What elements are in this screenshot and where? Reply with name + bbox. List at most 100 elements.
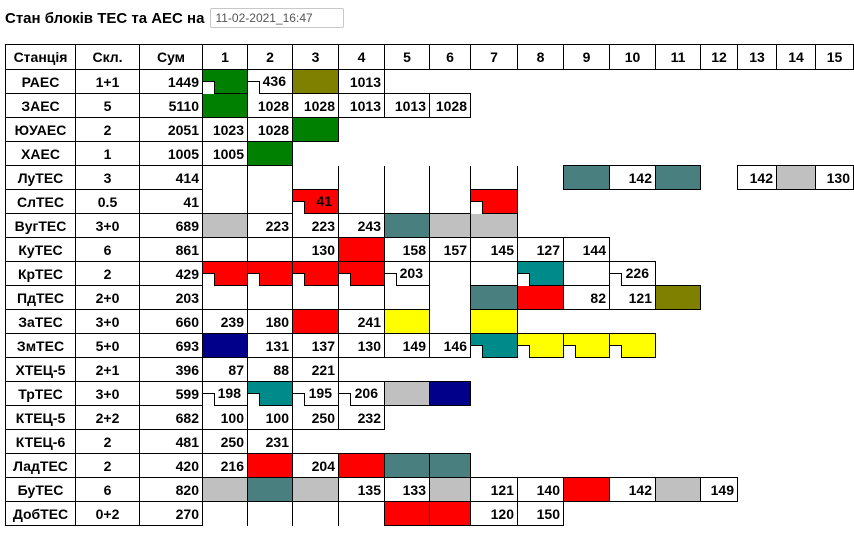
station-composition: 2 — [75, 261, 140, 286]
unit-cell — [517, 261, 564, 286]
empty-unit-cell — [338, 189, 385, 214]
unit-cell — [563, 477, 610, 502]
table-row: ЮУАЕС 2 2051 1023 1028 — [5, 117, 854, 142]
table-row: КТЕЦ-6 2 481 250 231 — [5, 429, 854, 454]
unit-marker-icon — [293, 393, 305, 406]
unit-cell: 145 — [470, 237, 518, 262]
empty-unit-cell — [202, 285, 248, 310]
unit-cell: 1028 — [247, 93, 293, 118]
unit-cell: 144 — [563, 237, 610, 262]
column-header: 4 — [338, 44, 385, 70]
unit-value: 198 — [217, 385, 241, 401]
unit-cell — [384, 453, 430, 478]
unit-cell — [202, 69, 248, 94]
empty-unit-cell — [429, 165, 471, 190]
unit-cell — [247, 381, 293, 406]
table-row: ХТЕЦ-5 2+1 396 87 88 221 — [5, 357, 854, 382]
station-name: БуТЕС — [5, 477, 76, 502]
table-row: ДобТЕС 0+2 270 120 150 — [5, 501, 854, 526]
unit-cell: 121 — [470, 477, 518, 502]
unit-cell: 223 — [292, 213, 339, 238]
unit-cell: 142 — [609, 477, 656, 502]
unit-cell — [429, 213, 471, 238]
station-sum: 660 — [139, 309, 203, 334]
station-name: КТЕЦ-5 — [5, 405, 76, 430]
unit-cell — [202, 213, 248, 238]
unit-cell: 243 — [338, 213, 385, 238]
unit-cell: 130 — [338, 333, 385, 358]
unit-marker-icon — [293, 201, 305, 214]
station-name: ЮУАЕС — [5, 117, 76, 142]
station-sum: 689 — [139, 213, 203, 238]
unit-marker-icon — [471, 345, 483, 358]
unit-marker-icon — [248, 273, 260, 286]
empty-unit-cell — [292, 285, 339, 310]
station-composition: 0+2 — [75, 501, 140, 526]
unit-cell: 1013 — [338, 69, 385, 94]
station-name: КуТЕС — [5, 237, 76, 262]
column-header: 7 — [470, 44, 518, 70]
unit-marker-icon — [293, 273, 305, 286]
unit-cell: 130 — [815, 165, 854, 190]
unit-cell — [384, 381, 430, 406]
unit-cell — [470, 213, 518, 238]
empty-unit-cell — [338, 501, 385, 526]
station-name: ЛуТЕС — [5, 165, 76, 190]
unit-marker-icon — [385, 273, 397, 286]
station-composition: 3+0 — [75, 381, 140, 406]
empty-unit-cell — [429, 261, 471, 286]
page-title: Стан блоків ТЕС та АЕС на — [5, 9, 205, 27]
empty-unit-cell — [470, 261, 518, 286]
unit-cell — [202, 333, 248, 358]
column-header: 2 — [247, 44, 293, 70]
station-sum: 41 — [139, 189, 203, 214]
station-composition: 1+1 — [75, 69, 140, 94]
unit-cell: 82 — [563, 285, 610, 310]
table-row: ТрТЕС 3+0 599 198 195 206 — [5, 381, 854, 406]
column-header: 10 — [609, 44, 656, 70]
unit-cell: 203 — [384, 261, 430, 286]
unit-cell — [338, 261, 385, 286]
station-composition: 0.5 — [75, 189, 140, 214]
unit-cell: 239 — [202, 309, 248, 334]
column-header: Станція — [5, 44, 76, 70]
station-composition: 2+0 — [75, 285, 140, 310]
column-header: Скл. — [75, 44, 140, 70]
units-status-table: Станція Скл. Сум 1 2 3 4 5 6 7 8 9 10 11 12 13 14 15 РАЕС… — [5, 44, 854, 526]
unit-cell — [429, 477, 471, 502]
empty-unit-cell — [247, 285, 293, 310]
empty-unit-cell — [247, 501, 293, 526]
empty-unit-cell — [247, 237, 293, 262]
empty-unit-cell — [202, 189, 248, 214]
station-sum: 861 — [139, 237, 203, 262]
unit-cell — [429, 453, 471, 478]
station-sum: 820 — [139, 477, 203, 502]
station-sum: 481 — [139, 429, 203, 454]
empty-unit-cell — [700, 165, 738, 190]
station-sum: 414 — [139, 165, 203, 190]
station-name: ВугТЕС — [5, 213, 76, 238]
unit-cell — [655, 477, 701, 502]
unit-cell — [247, 261, 293, 286]
unit-cell: 180 — [247, 309, 293, 334]
column-header: 1 — [202, 44, 248, 70]
unit-cell: 149 — [384, 333, 430, 358]
unit-cell — [517, 333, 564, 358]
station-sum: 429 — [139, 261, 203, 286]
empty-unit-cell — [517, 165, 564, 190]
empty-unit-cell — [202, 501, 248, 526]
unit-cell: 41 — [292, 189, 339, 214]
unit-cell — [429, 501, 471, 526]
station-composition: 2 — [75, 453, 140, 478]
station-composition: 6 — [75, 477, 140, 502]
station-name: КТЕЦ-6 — [5, 429, 76, 454]
unit-marker-icon — [564, 345, 576, 358]
empty-unit-cell — [384, 189, 430, 214]
unit-cell: 250 — [202, 429, 248, 454]
unit-value: 41 — [316, 193, 332, 209]
datetime-input[interactable] — [210, 8, 345, 28]
station-composition: 2+1 — [75, 357, 140, 382]
empty-unit-cell — [292, 165, 339, 190]
empty-unit-cell — [384, 165, 430, 190]
unit-cell: 121 — [609, 285, 656, 310]
